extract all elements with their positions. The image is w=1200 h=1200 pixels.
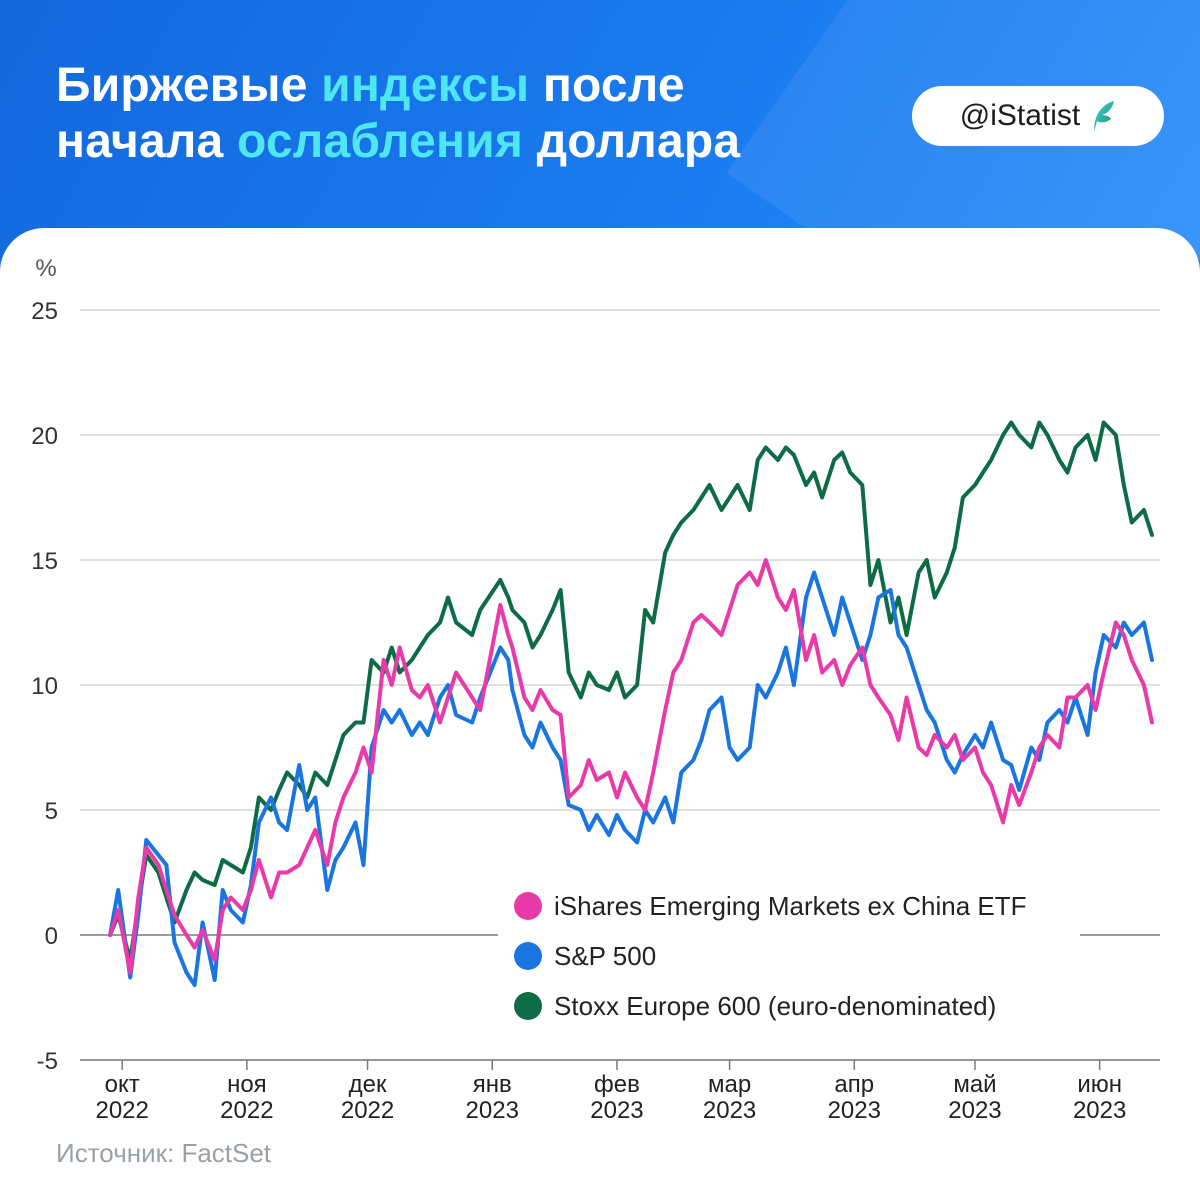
legend-label: iShares Emerging Markets ex China ETF [554, 891, 1027, 921]
x-tick-label-month: фев [594, 1071, 640, 1098]
y-tick-label: 5 [45, 798, 58, 825]
y-tick-label: 10 [31, 673, 58, 700]
x-tick-label-month: май [953, 1071, 996, 1098]
y-tick-label: 25 [31, 298, 58, 325]
x-tick-label-year: 2022 [341, 1097, 394, 1124]
y-axis-unit-label: % [35, 255, 56, 282]
x-tick-label-month: дек [349, 1071, 387, 1098]
legend-label: Stoxx Europe 600 (euro-denominated) [554, 991, 996, 1021]
x-tick-label-month: апр [834, 1071, 874, 1098]
source-note: Источник: FactSet [56, 1138, 272, 1168]
legend-background [498, 872, 1080, 1032]
x-tick-label-month: окт [105, 1071, 140, 1098]
legend-swatch [514, 942, 542, 970]
leaf-logo-icon [1094, 101, 1115, 131]
title-line1-highlight: индексы [321, 59, 530, 112]
x-tick-label-year: 2023 [703, 1097, 756, 1124]
series-line [108, 420, 1154, 962]
x-tick-label-month: июн [1077, 1071, 1122, 1098]
title-line2-part2: доллара [523, 115, 741, 168]
x-tick-label-year: 2023 [948, 1097, 1001, 1124]
series-line [108, 570, 1154, 987]
y-tick-label: -5 [37, 1048, 58, 1075]
chart-card [0, 228, 1200, 1200]
x-tick-label-year: 2023 [828, 1097, 881, 1124]
title-line2-part1: начала [56, 115, 237, 168]
y-tick-label: 20 [31, 423, 58, 450]
x-tick-label-year: 2023 [466, 1097, 519, 1124]
brand-handle: @iStatist [959, 99, 1081, 132]
title-line1-part2: после [529, 59, 685, 112]
y-tick-label: 0 [45, 923, 58, 950]
series-line [108, 558, 1154, 975]
legend-swatch [514, 992, 542, 1020]
title-line1-part1: Биржевые [56, 59, 322, 112]
x-tick-label-year: 2022 [95, 1097, 148, 1124]
header-banner: Биржевые индексы после начала ослабления… [0, 0, 1200, 260]
brand-badge[interactable]: @iStatist [912, 86, 1164, 146]
y-tick-label: 15 [31, 548, 58, 575]
legend-label: S&P 500 [554, 941, 656, 971]
x-tick-label-year: 2023 [590, 1097, 643, 1124]
page-title: Биржевые индексы после начала ослабления… [56, 58, 740, 170]
x-tick-label-month: ноя [227, 1071, 267, 1098]
x-tick-label-year: 2022 [220, 1097, 273, 1124]
x-tick-label-month: мар [708, 1071, 751, 1098]
x-tick-label-year: 2023 [1073, 1097, 1126, 1124]
x-tick-label-month: янв [473, 1071, 512, 1098]
title-line2-highlight: ослабления [236, 115, 524, 168]
legend-swatch [514, 892, 542, 920]
